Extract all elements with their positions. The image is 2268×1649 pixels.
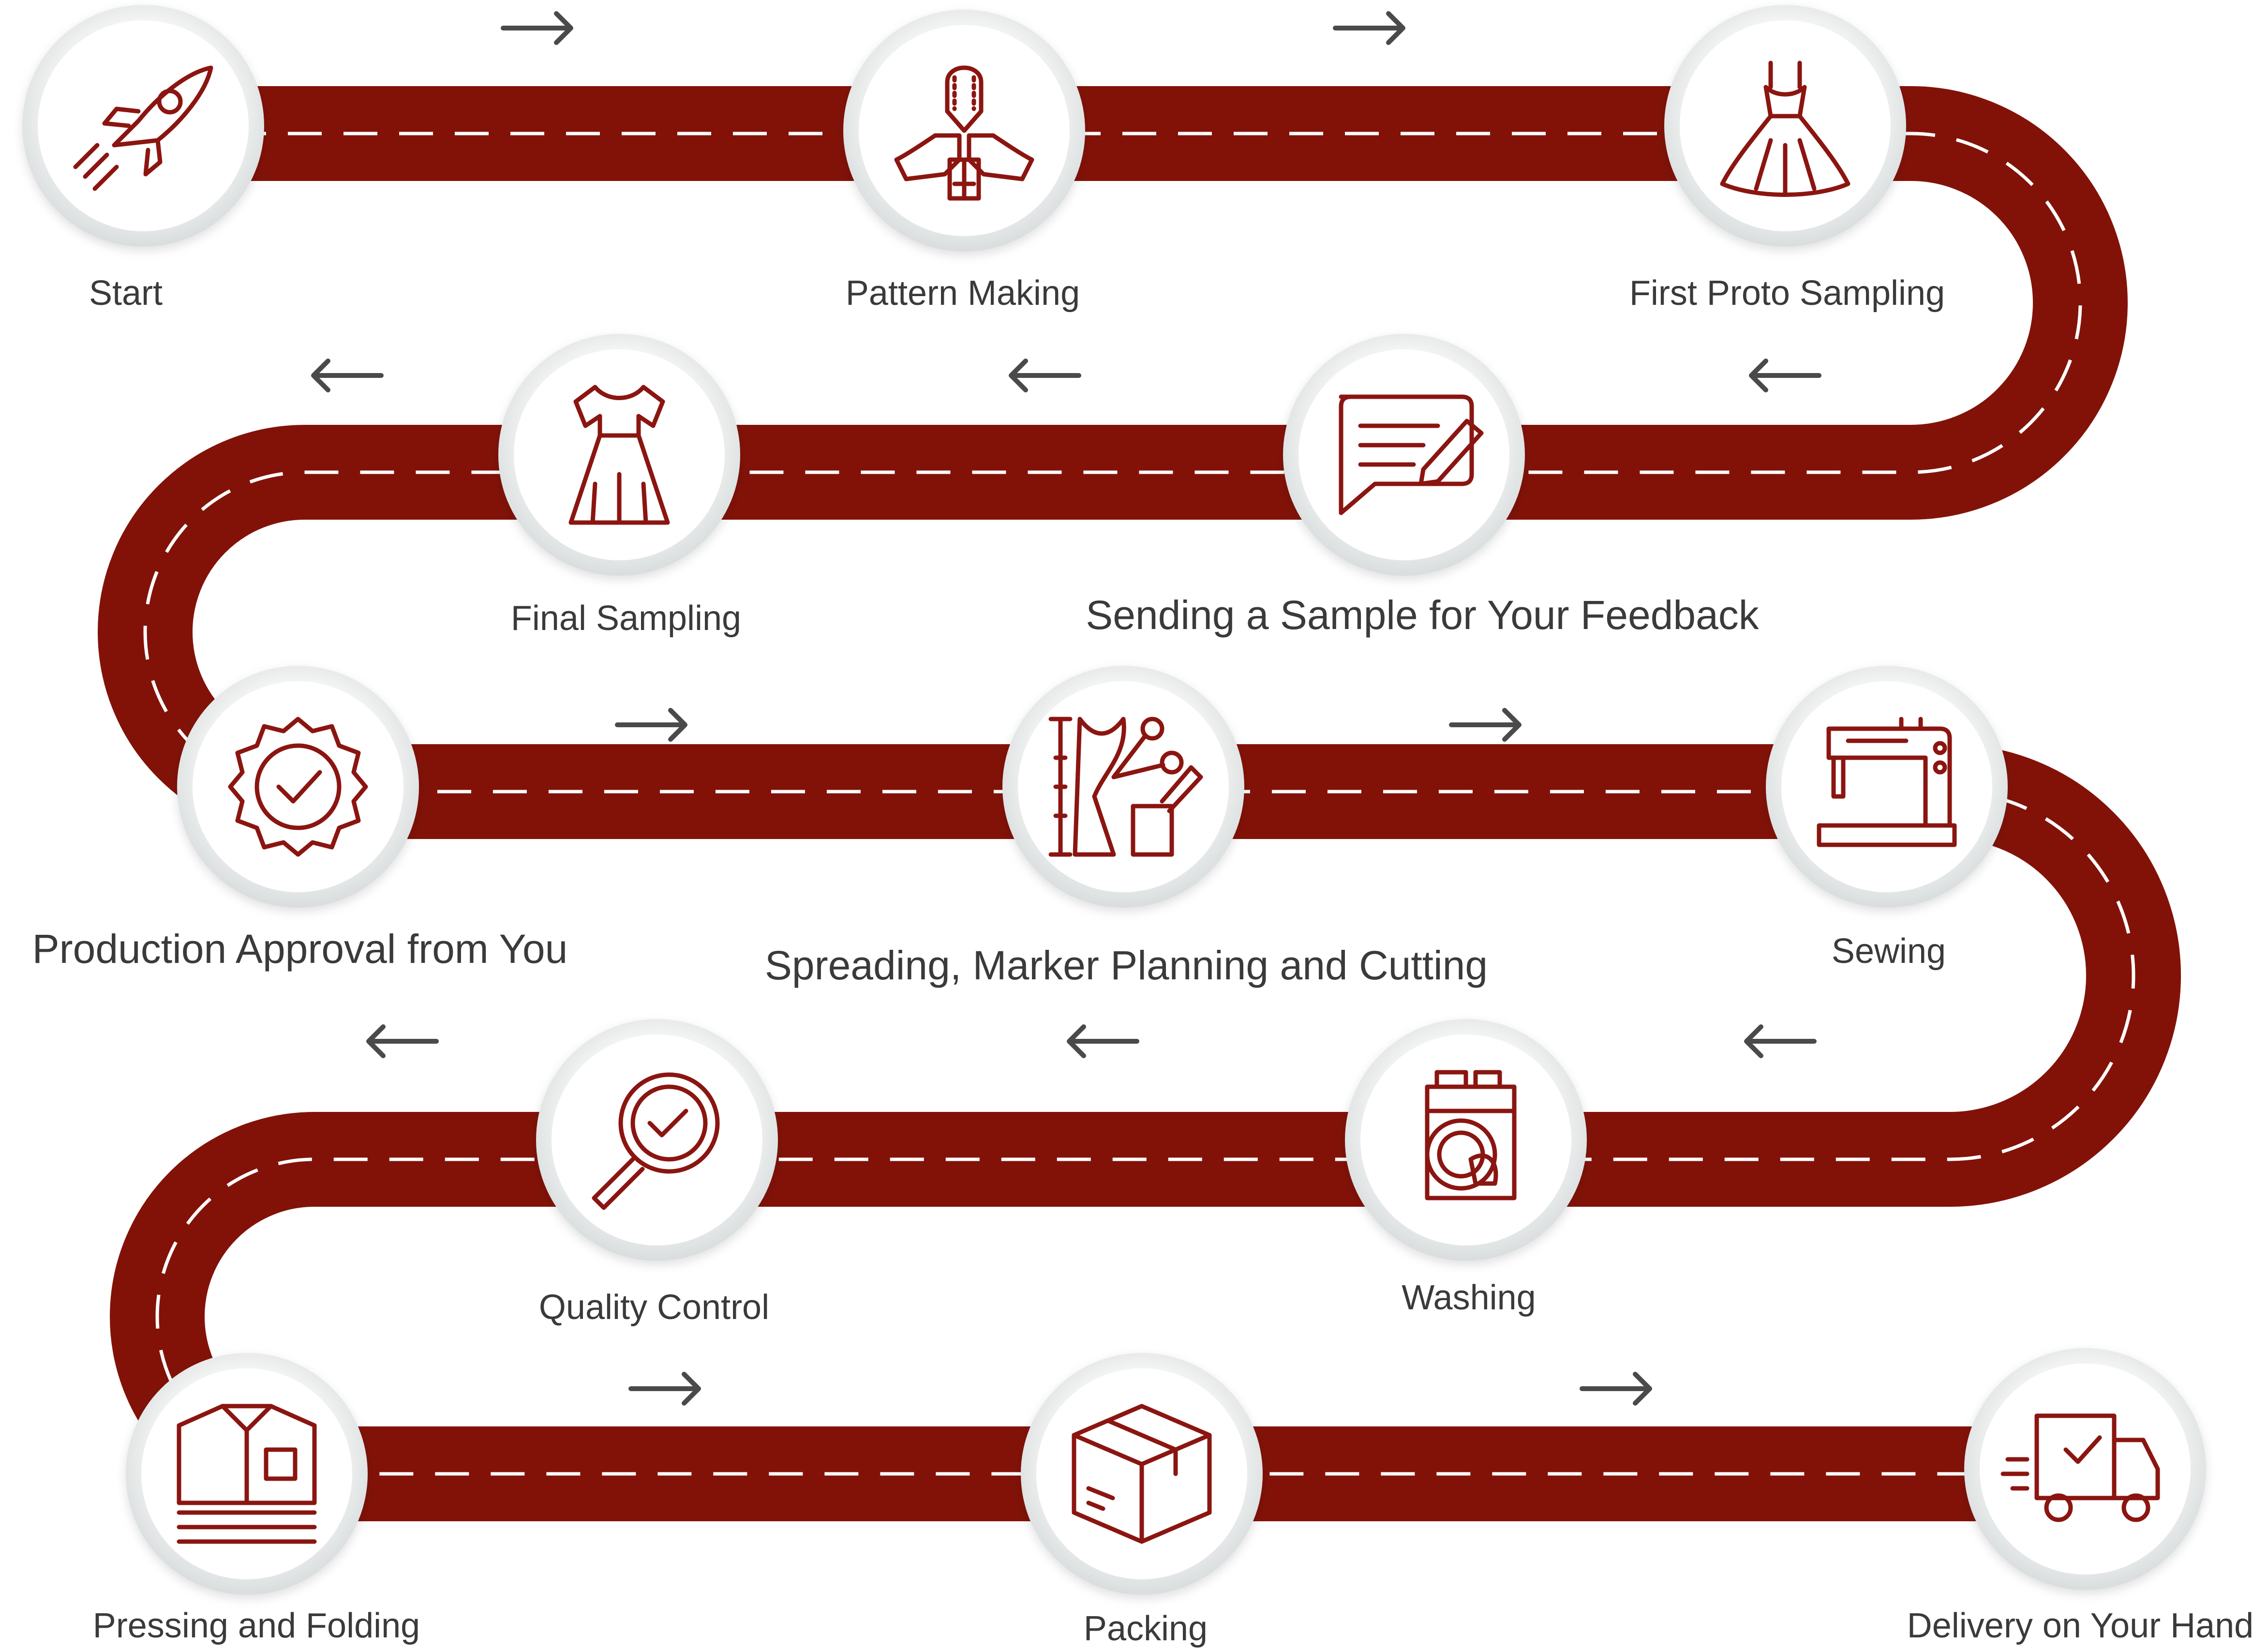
arrow-left-icon <box>1749 359 1821 392</box>
step-final-sampling <box>498 334 740 576</box>
arrow-right-icon <box>1333 11 1405 45</box>
box-icon <box>1072 1404 1212 1544</box>
washing-machine-icon <box>1425 1070 1517 1200</box>
arrow-left-icon <box>366 1024 439 1058</box>
sewing-machine-icon <box>1817 717 1957 847</box>
label-first-proto-sampling: First Proto Sampling <box>1629 274 1945 313</box>
rocket-icon <box>73 65 213 191</box>
arrow-right-icon <box>1580 1372 1652 1406</box>
arrow-right-icon <box>615 708 687 742</box>
label-quality-control: Quality Control <box>539 1288 769 1327</box>
label-pattern-making: Pattern Making <box>846 274 1080 313</box>
label-pressing-folding: Pressing and Folding <box>93 1606 420 1645</box>
sleeve-dress-icon <box>568 385 670 525</box>
arrow-right-icon <box>501 11 573 45</box>
label-start: Start <box>89 274 163 313</box>
cutting-tools-icon <box>1048 717 1203 857</box>
step-pattern-making <box>843 10 1085 252</box>
label-washing: Washing <box>1402 1278 1536 1317</box>
label-production-approval: Production Approval from You <box>32 926 568 972</box>
label-sending-sample-feedback: Sending a Sample for Your Feedback <box>1086 592 1760 638</box>
folded-shirts-icon <box>177 1404 317 1544</box>
step-quality-control <box>536 1019 778 1261</box>
label-final-sampling: Final Sampling <box>511 599 741 638</box>
label-spreading-marker-cutting: Spreading, Marker Planning and Cutting <box>765 943 1488 988</box>
pattern-pieces-icon <box>894 65 1034 201</box>
arrow-right-icon <box>628 1372 701 1406</box>
approval-badge-icon <box>228 717 368 857</box>
arrow-left-icon <box>1067 1024 1139 1058</box>
arrow-left-icon <box>311 359 384 392</box>
step-packing <box>1021 1353 1263 1595</box>
arrow-right-icon <box>1449 708 1522 742</box>
step-sending-sample-feedback <box>1283 334 1525 576</box>
step-labels: Start Pattern Making First Proto Samplin… <box>32 274 2254 1648</box>
step-pressing-folding <box>126 1353 368 1595</box>
step-production-approval <box>177 666 419 908</box>
direction-arrows <box>311 11 1821 1406</box>
label-delivery: Delivery on Your Hand <box>1907 1606 2253 1645</box>
label-packing: Packing <box>1084 1609 1208 1648</box>
step-start <box>22 5 264 247</box>
arrow-left-icon <box>1744 1024 1817 1058</box>
step-washing <box>1345 1019 1587 1261</box>
step-delivery <box>1964 1348 2206 1590</box>
step-sewing <box>1766 666 2008 908</box>
magnifier-check-icon <box>592 1072 720 1210</box>
dress-icon <box>1720 60 1850 197</box>
arrow-left-icon <box>1009 359 1081 392</box>
chat-edit-icon <box>1339 394 1484 515</box>
delivery-truck-icon <box>2000 1413 2160 1522</box>
label-sewing: Sewing <box>1832 932 1946 971</box>
step-first-proto-sampling <box>1664 5 1906 247</box>
step-spreading-marker-cutting <box>1002 666 1244 908</box>
